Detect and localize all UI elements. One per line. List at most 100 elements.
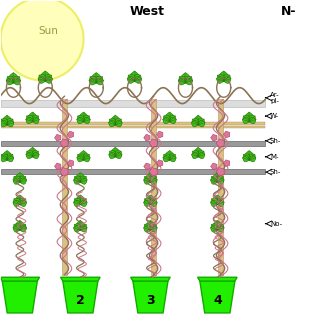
Polygon shape [32, 116, 39, 122]
Polygon shape [144, 226, 150, 232]
Polygon shape [84, 117, 90, 124]
Polygon shape [32, 151, 39, 157]
Polygon shape [150, 226, 157, 232]
Polygon shape [243, 156, 249, 162]
Polygon shape [84, 156, 90, 162]
Polygon shape [150, 224, 157, 230]
Polygon shape [74, 198, 81, 205]
Text: Sh-: Sh- [270, 138, 281, 144]
Polygon shape [13, 178, 20, 184]
Polygon shape [144, 200, 150, 206]
Polygon shape [45, 76, 52, 83]
Polygon shape [80, 200, 87, 206]
Polygon shape [191, 121, 198, 127]
Polygon shape [115, 119, 122, 125]
Polygon shape [80, 178, 87, 184]
Polygon shape [26, 117, 33, 124]
Polygon shape [170, 156, 176, 162]
Polygon shape [7, 121, 14, 127]
Polygon shape [13, 176, 20, 183]
Polygon shape [198, 119, 204, 125]
Polygon shape [150, 176, 157, 183]
Polygon shape [7, 156, 14, 162]
Polygon shape [211, 200, 217, 206]
Polygon shape [13, 76, 20, 83]
Text: 2: 2 [76, 294, 85, 307]
Polygon shape [116, 153, 122, 159]
Polygon shape [243, 116, 250, 122]
Polygon shape [28, 112, 37, 122]
Polygon shape [223, 75, 230, 82]
Polygon shape [33, 117, 39, 124]
Polygon shape [7, 154, 13, 160]
Polygon shape [243, 154, 250, 160]
Polygon shape [192, 151, 199, 157]
Polygon shape [28, 148, 37, 157]
Polygon shape [13, 78, 21, 85]
Polygon shape [146, 220, 155, 230]
Polygon shape [76, 195, 85, 204]
Polygon shape [181, 73, 190, 83]
Polygon shape [108, 121, 116, 127]
Polygon shape [7, 119, 13, 125]
Polygon shape [211, 224, 218, 230]
Polygon shape [79, 112, 88, 122]
Polygon shape [242, 117, 249, 124]
Polygon shape [213, 195, 222, 204]
Polygon shape [144, 224, 151, 230]
Polygon shape [15, 195, 24, 204]
Polygon shape [33, 153, 39, 159]
Polygon shape [111, 115, 120, 125]
Polygon shape [15, 172, 24, 182]
Polygon shape [128, 75, 135, 82]
Polygon shape [89, 78, 96, 85]
Polygon shape [80, 198, 87, 205]
Polygon shape [165, 112, 174, 122]
Polygon shape [169, 154, 176, 160]
Polygon shape [213, 172, 222, 182]
Polygon shape [245, 112, 253, 122]
Polygon shape [144, 198, 151, 205]
Polygon shape [144, 176, 151, 183]
Polygon shape [13, 224, 20, 230]
Polygon shape [77, 116, 84, 122]
Polygon shape [217, 75, 224, 82]
Polygon shape [211, 176, 218, 183]
Polygon shape [115, 151, 122, 157]
Polygon shape [170, 117, 176, 124]
Polygon shape [116, 121, 122, 127]
Polygon shape [169, 116, 176, 122]
Polygon shape [26, 153, 33, 159]
Polygon shape [1, 119, 7, 125]
Polygon shape [20, 200, 27, 206]
Polygon shape [20, 178, 27, 184]
FancyBboxPatch shape [1, 123, 265, 125]
Polygon shape [38, 76, 45, 83]
Polygon shape [74, 200, 80, 206]
Polygon shape [13, 198, 20, 205]
FancyBboxPatch shape [1, 125, 265, 128]
Text: N-: N- [281, 5, 297, 19]
Polygon shape [20, 226, 27, 232]
Polygon shape [186, 78, 193, 85]
Polygon shape [211, 178, 217, 184]
Polygon shape [211, 198, 218, 205]
Polygon shape [83, 154, 90, 160]
Text: M-: M- [270, 154, 278, 160]
Polygon shape [219, 71, 228, 81]
Polygon shape [224, 76, 231, 83]
Polygon shape [0, 277, 40, 281]
FancyBboxPatch shape [62, 100, 67, 275]
FancyBboxPatch shape [218, 100, 223, 275]
Polygon shape [130, 71, 139, 81]
Polygon shape [13, 200, 20, 206]
Polygon shape [197, 277, 237, 281]
Polygon shape [80, 176, 87, 183]
Polygon shape [80, 224, 87, 230]
Polygon shape [77, 117, 84, 124]
Polygon shape [134, 75, 141, 82]
Polygon shape [217, 224, 224, 230]
FancyBboxPatch shape [151, 100, 156, 275]
Polygon shape [194, 115, 203, 125]
Polygon shape [2, 281, 37, 313]
